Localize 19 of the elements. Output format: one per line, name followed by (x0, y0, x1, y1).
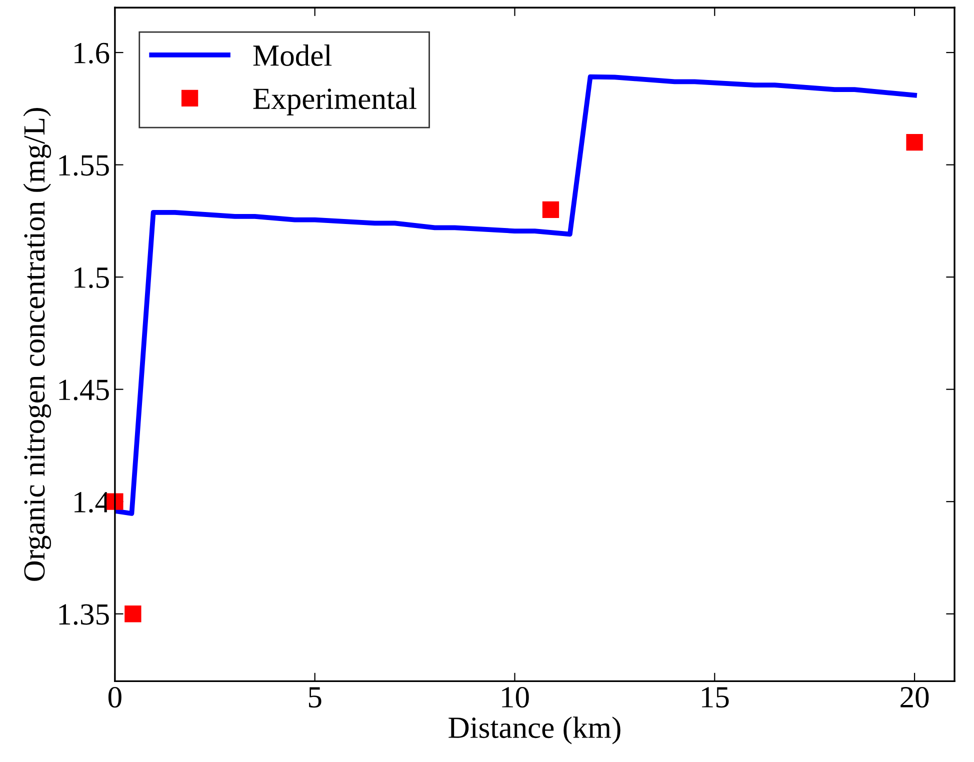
x-tick-label: 10 (502, 686, 529, 708)
y-tick-label: 1.45 (59, 380, 109, 400)
point (542, 201, 560, 218)
y-tick-label: 1.55 (59, 155, 109, 176)
y-axis-title: Organic nitrogen concentration (mg/L) (23, 108, 52, 581)
y-tick-label: 1.35 (59, 604, 109, 625)
line-series (114, 74, 917, 516)
legend-label: Model (253, 44, 332, 66)
x-tick-label: 15 (702, 687, 729, 708)
y-tick-label: 1.6 (74, 42, 110, 64)
point (124, 606, 142, 622)
legend-label: Experimental (253, 88, 416, 116)
x-axis-title: Distance (km) (448, 716, 620, 744)
x-tick-label: 20 (900, 686, 929, 708)
point (906, 134, 923, 151)
point (106, 493, 124, 510)
x-tick-label: 0 (108, 686, 122, 708)
y-tick-label: 1.5 (74, 267, 109, 288)
x-tick-label: 5 (308, 687, 322, 708)
